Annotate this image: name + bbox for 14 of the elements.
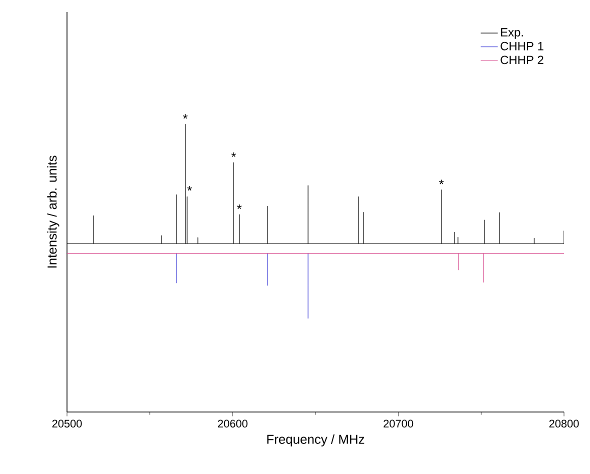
legend-label: CHHP 2 — [500, 56, 544, 64]
annotation: * — [182, 114, 188, 119]
x-axis-title: Frequency / MHz — [267, 434, 364, 446]
annotation: * — [439, 180, 444, 184]
annotation: * — [236, 204, 242, 210]
annotation: * — [187, 186, 192, 191]
x-tick-label: 20500 — [52, 420, 82, 428]
legend-label: Exp. — [501, 28, 523, 39]
x-tick-label: 20700 — [384, 420, 414, 428]
x-tick-label: 20600 — [218, 420, 248, 428]
y-axis-title: Intensity / arb. units — [47, 156, 60, 268]
annotation: * — [231, 152, 236, 157]
x-tick-label: 20800 — [549, 420, 579, 428]
legend-label: CHHP 1 — [500, 42, 544, 50]
